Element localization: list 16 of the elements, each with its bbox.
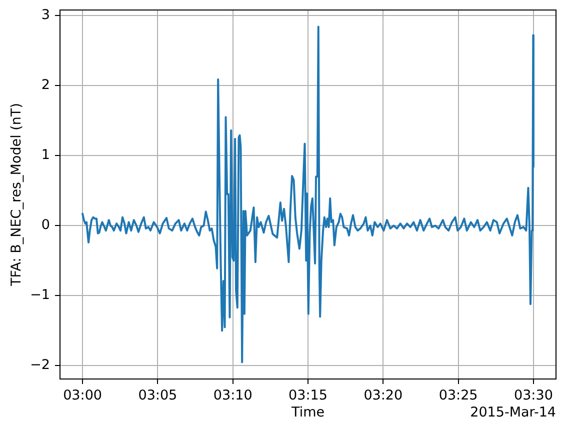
y-tick-label: 1	[41, 147, 50, 164]
y-axis-title: TFA: B_NEC_res_Model (nT)	[8, 103, 25, 287]
y-tick-label: 2	[41, 77, 50, 94]
x-tick-label: 03:20	[364, 388, 403, 404]
x-tick-label: 03:15	[288, 388, 328, 404]
y-tick-label: −2	[30, 357, 50, 374]
x-tick-label: 03:05	[138, 388, 178, 404]
x-tick-label: 03:25	[438, 388, 478, 404]
y-tick-label: −1	[30, 287, 50, 304]
x-axis-title: Time	[290, 404, 325, 420]
y-tick-label: 0	[41, 217, 50, 234]
text: 2015-Mar-14	[470, 404, 556, 420]
x-tick-label: 03:00	[63, 388, 102, 404]
x-tick-label: 03:30	[514, 388, 553, 404]
y-tick-label: 3	[41, 7, 50, 24]
x-tick-label: 03:10	[213, 388, 252, 404]
